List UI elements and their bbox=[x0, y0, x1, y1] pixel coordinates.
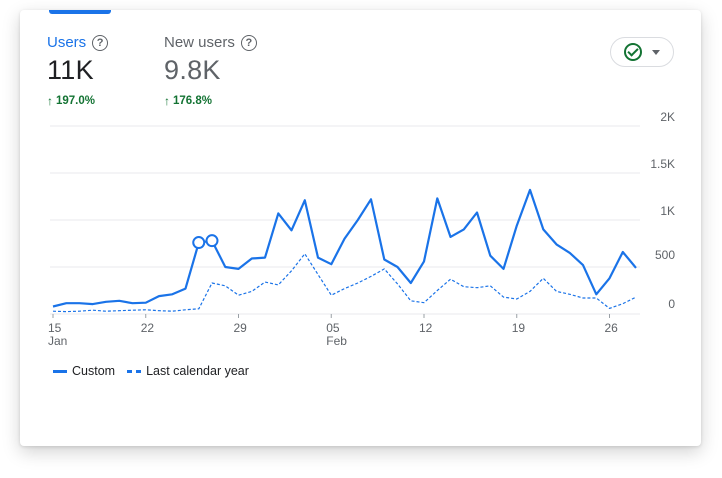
metric-label: New users bbox=[164, 34, 235, 51]
x-tick-label: 29 bbox=[234, 321, 248, 335]
x-tick-label: 05 bbox=[326, 321, 340, 335]
legend-item-custom[interactable]: Custom bbox=[53, 364, 115, 378]
x-tick-label: 22 bbox=[141, 321, 155, 335]
legend-swatch-solid bbox=[53, 369, 67, 373]
help-circle-icon[interactable]: ? bbox=[240, 34, 257, 51]
comparison-status-dropdown[interactable] bbox=[610, 37, 674, 67]
x-tick-label: 12 bbox=[419, 321, 433, 335]
y-tick-label: 2K bbox=[660, 110, 675, 124]
x-tick-label: 26 bbox=[605, 321, 619, 335]
metric-users[interactable]: Users ? 11K ↑ 197.0% bbox=[47, 34, 109, 108]
series-line-last-calendar-year bbox=[52, 253, 637, 313]
legend-item-previous[interactable]: Last calendar year bbox=[127, 364, 249, 378]
x-tick-sublabel: Feb bbox=[326, 334, 347, 348]
x-tick-sublabel: Jan bbox=[48, 334, 67, 348]
metric-value: 11K bbox=[47, 55, 94, 85]
metric-label: Users bbox=[47, 34, 87, 51]
legend-label: Custom bbox=[72, 364, 116, 378]
arrow-up-icon: ↑ bbox=[47, 94, 53, 108]
legend-label: Last calendar year bbox=[146, 364, 249, 378]
metric-value: 9.8K bbox=[164, 55, 221, 85]
metric-change: ↑ 176.8% bbox=[164, 94, 257, 108]
x-tick-label: 19 bbox=[512, 321, 526, 335]
caret-down-icon bbox=[652, 49, 660, 55]
analytics-card: Users ? 11K ↑ 197.0% New users ? 9.8K ↑ … bbox=[20, 10, 701, 446]
metric-change: ↑ 197.0% bbox=[47, 94, 108, 108]
help-circle-icon[interactable]: ? bbox=[92, 34, 109, 51]
legend-swatch-dashed bbox=[127, 369, 142, 373]
y-tick-label: 1.5K bbox=[650, 157, 675, 171]
metric-new-users[interactable]: New users ? 9.8K ↑ 176.8% bbox=[164, 34, 257, 108]
change-value: 197.0% bbox=[56, 95, 96, 107]
y-tick-label: 500 bbox=[655, 248, 675, 262]
change-value: 176.8% bbox=[173, 95, 213, 107]
y-tick-label: 0 bbox=[668, 297, 675, 311]
data-point-marker bbox=[192, 236, 206, 250]
y-tick-label: 1K bbox=[660, 204, 675, 218]
x-tick-label: 15 bbox=[48, 321, 62, 335]
active-tab-indicator bbox=[49, 10, 111, 14]
arrow-up-icon: ↑ bbox=[164, 94, 170, 108]
data-point-marker bbox=[205, 234, 219, 248]
chart-legend: Custom Last calendar year bbox=[53, 364, 253, 378]
series-line-custom bbox=[52, 188, 637, 308]
check-circle-icon bbox=[624, 43, 642, 61]
